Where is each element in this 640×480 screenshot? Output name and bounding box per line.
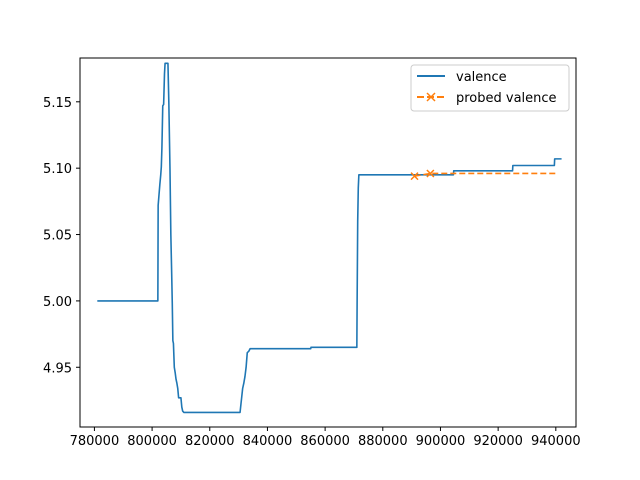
x-tick-label: 780000 [70,434,120,449]
x-tick-label: 840000 [243,434,293,449]
probed-valence-marker [410,172,419,181]
y-tick-label: 5.15 [43,96,72,111]
x-tick-label: 900000 [416,434,466,449]
x-axis: 780000 800000 820000 840000 860000 880000 9000… [70,427,581,449]
legend-label-valence: valence [456,70,507,85]
x-tick-label: 940000 [531,434,581,449]
series-layer [97,62,562,414]
x-tick-label: 920000 [473,434,523,449]
x-tick-label: 800000 [127,434,177,449]
y-tick-label: 5.00 [43,295,72,310]
x-tick-label: 820000 [185,434,235,449]
x-tick-label: 860000 [300,434,350,449]
legend-marker-probed-valence [426,92,436,102]
x-tick-label: 880000 [358,434,408,449]
y-tick-label: 5.10 [43,162,72,177]
y-axis: 4.95 5.00 5.05 5.10 5.15 [43,96,80,376]
legend-label-probed-valence: probed valence [456,91,557,106]
probed-valence-marker [426,169,435,178]
plot-frame [79,57,577,428]
series-line-probed-valence [414,172,556,177]
legend-box [410,64,570,112]
series-line-valence [97,62,562,414]
y-tick-label: 4.95 [43,361,72,376]
y-tick-label: 5.05 [43,229,72,244]
legend: valence probed valence [410,64,570,112]
